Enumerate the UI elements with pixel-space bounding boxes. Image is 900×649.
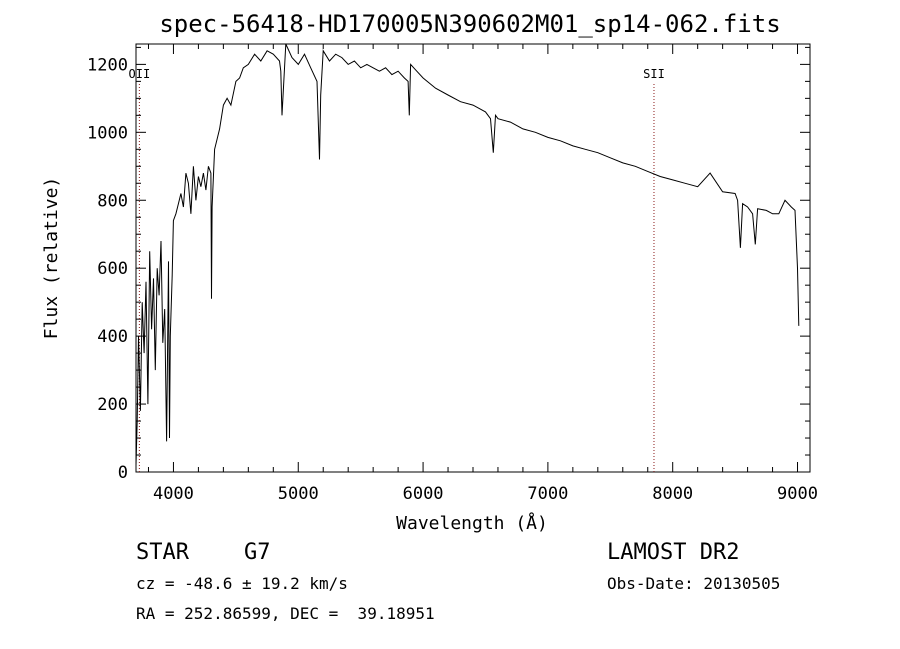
y-tick-label: 400: [97, 327, 128, 347]
survey-label: LAMOST DR2: [607, 540, 740, 565]
subclass-label: G7: [244, 540, 271, 565]
x-tick-label: 6000: [403, 484, 444, 504]
y-tick-label: 600: [97, 259, 128, 279]
y-tick-label: 1200: [87, 55, 128, 75]
emission-line-label: OII: [129, 67, 151, 81]
class-label: STAR: [136, 540, 189, 565]
y-axis-label: Flux (relative): [41, 177, 62, 340]
plot-frame: [135, 43, 811, 473]
redshift-text: cz = -48.6 ± 19.2 km/s: [136, 574, 348, 593]
y-tick-label: 200: [97, 395, 128, 415]
x-tick-label: 7000: [527, 484, 568, 504]
y-tick-label: 1000: [87, 123, 128, 143]
y-tick-label: 0: [118, 463, 128, 483]
y-axis: 0 200 400 600 800 1000 1200: [87, 46, 810, 483]
chart-title: spec-56418-HD170005N390602M01_sp14-062.f…: [159, 10, 780, 38]
x-axis-label: Wavelength (Å): [396, 512, 548, 534]
x-tick-label: 4000: [153, 484, 194, 504]
y-tick-label: 800: [97, 191, 128, 211]
coordinates-text: RA = 252.86599, DEC = 39.18951: [136, 604, 435, 623]
x-axis: 4000 5000 6000 7000 8000 9000: [147, 44, 818, 504]
spectrum-line: [135, 43, 800, 466]
x-tick-label: 9000: [777, 484, 818, 504]
obs-date-text: Obs-Date: 20130505: [607, 574, 781, 593]
emission-line-label: SII: [643, 67, 665, 81]
emission-line-markers: OII SII: [129, 67, 665, 472]
x-tick-label: 8000: [652, 484, 693, 504]
x-tick-label: 5000: [278, 484, 319, 504]
spectrum-chart: spec-56418-HD170005N390602M01_sp14-062.f…: [41, 10, 818, 534]
